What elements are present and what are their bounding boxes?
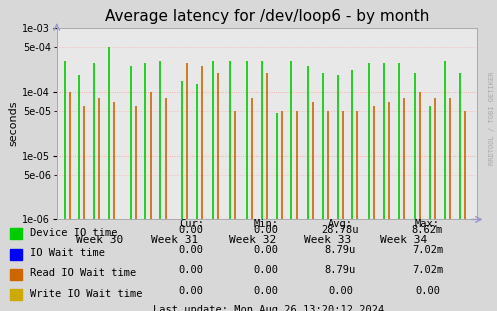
Text: Min:: Min: (253, 219, 278, 229)
Bar (10, 228, 22, 239)
Bar (10, 248, 22, 260)
Text: Write IO Wait time: Write IO Wait time (30, 289, 142, 299)
Text: 0.00: 0.00 (253, 265, 278, 275)
Text: 0.00: 0.00 (253, 285, 278, 295)
Text: 7.02m: 7.02m (412, 245, 443, 255)
Text: Last update: Mon Aug 26 13:20:12 2024: Last update: Mon Aug 26 13:20:12 2024 (153, 305, 384, 311)
Text: 0.00: 0.00 (253, 245, 278, 255)
Bar (10, 269, 22, 280)
Text: 8.62m: 8.62m (412, 225, 443, 235)
Text: Week 30: Week 30 (76, 234, 123, 244)
Text: Avg:: Avg: (328, 219, 353, 229)
Text: RRDTOOL / TOBI OETIKER: RRDTOOL / TOBI OETIKER (489, 72, 495, 165)
Text: Max:: Max: (415, 219, 440, 229)
Text: 0.00: 0.00 (415, 285, 440, 295)
Text: 0.00: 0.00 (179, 285, 204, 295)
Text: Week 34: Week 34 (380, 234, 427, 244)
Text: 0.00: 0.00 (328, 285, 353, 295)
Text: Week 33: Week 33 (304, 234, 352, 244)
Text: 0.00: 0.00 (253, 225, 278, 235)
Title: Average latency for /dev/loop6 - by month: Average latency for /dev/loop6 - by mont… (105, 9, 429, 24)
Text: Week 31: Week 31 (151, 234, 198, 244)
Bar (10, 289, 22, 300)
Text: 0.00: 0.00 (179, 245, 204, 255)
Text: 28.78u: 28.78u (322, 225, 359, 235)
Text: 0.00: 0.00 (179, 265, 204, 275)
Text: 0.00: 0.00 (179, 225, 204, 235)
Text: Week 32: Week 32 (229, 234, 276, 244)
Text: 8.79u: 8.79u (325, 245, 356, 255)
Text: Device IO time: Device IO time (30, 228, 117, 238)
Text: IO Wait time: IO Wait time (30, 248, 105, 258)
Text: 8.79u: 8.79u (325, 265, 356, 275)
Text: Read IO Wait time: Read IO Wait time (30, 268, 136, 278)
Y-axis label: seconds: seconds (8, 101, 18, 146)
Text: Cur:: Cur: (179, 219, 204, 229)
Text: 7.02m: 7.02m (412, 265, 443, 275)
